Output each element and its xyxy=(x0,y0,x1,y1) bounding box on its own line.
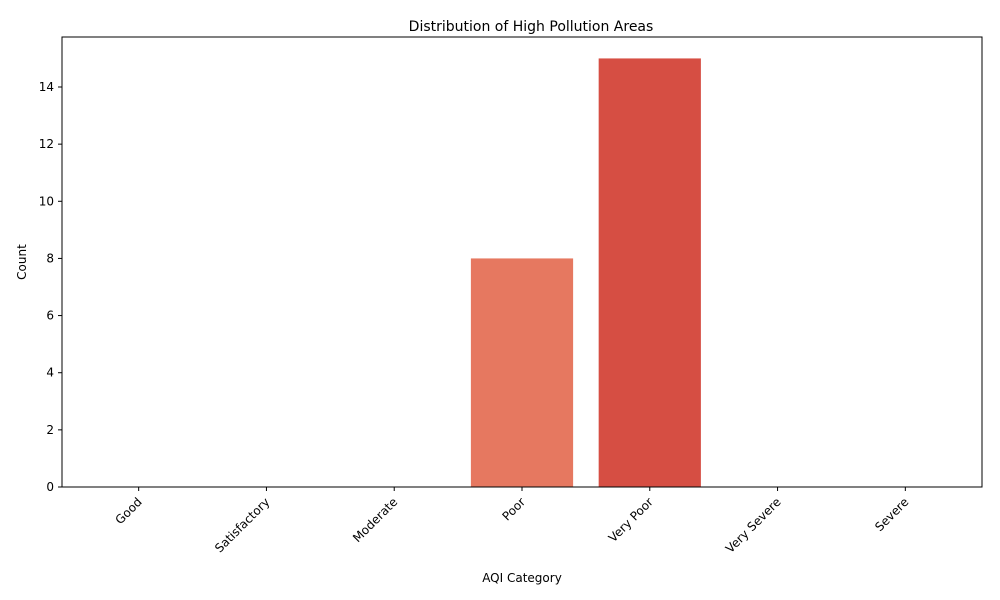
bar-very-poor xyxy=(598,58,701,488)
y-axis-label: Count xyxy=(15,244,29,280)
chart-title: Distribution of High Pollution Areas xyxy=(409,19,654,35)
x-axis: Good Satisfactory Moderate Poor Very Poor Ver… xyxy=(113,487,911,556)
y-tick-label: 12 xyxy=(39,137,54,151)
y-tick-label: 14 xyxy=(39,80,54,94)
x-tick-label: Good xyxy=(113,495,145,527)
x-tick-label: Satisfactory xyxy=(212,495,272,555)
x-axis-label: AQI Category xyxy=(482,571,562,585)
x-tick-label: Poor xyxy=(500,495,529,524)
y-tick-label: 10 xyxy=(39,194,54,208)
bar-poor xyxy=(470,258,574,487)
x-tick-label: Very Poor xyxy=(606,495,656,545)
x-tick-label: Very Severe xyxy=(723,495,784,556)
plot-frame xyxy=(61,36,983,488)
y-tick-label: 4 xyxy=(46,366,54,380)
y-tick-label: 2 xyxy=(46,423,54,437)
y-tick-label: 8 xyxy=(46,251,54,265)
x-tick-label: Moderate xyxy=(350,495,400,545)
y-axis: 0 2 4 6 8 10 12 14 xyxy=(39,80,62,494)
bars-group xyxy=(470,58,701,488)
x-tick-label: Severe xyxy=(872,495,911,534)
y-tick-label: 6 xyxy=(46,309,54,323)
y-tick-label: 0 xyxy=(46,480,54,494)
